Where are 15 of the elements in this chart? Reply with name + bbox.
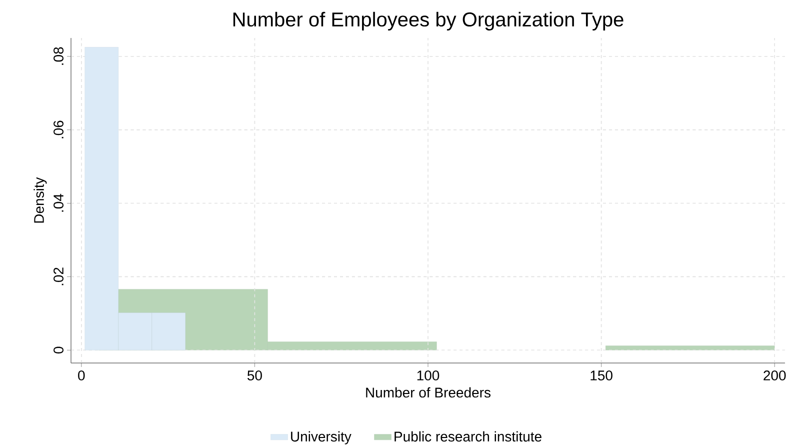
y-tick-label: 0 — [54, 346, 64, 354]
legend-label: Public research institute — [394, 431, 542, 442]
x-tick-label: 50 — [247, 370, 262, 380]
chart-title: Number of Employees by Organization Type — [233, 12, 624, 31]
y-tick-label: .04 — [54, 194, 64, 212]
x-tick-label: 200 — [764, 370, 786, 380]
y-axis-title: Density — [34, 177, 47, 223]
y-tick-label: .08 — [54, 47, 64, 65]
x-tick-label: 0 — [78, 370, 85, 380]
y-tick-label: .02 — [54, 268, 64, 286]
legend-label: University — [291, 431, 352, 444]
y-tick-label: .06 — [54, 120, 64, 138]
x-axis-title: Number of Breeders — [366, 387, 491, 398]
x-tick-label: 150 — [590, 370, 612, 380]
x-tick-label: 100 — [417, 370, 440, 380]
